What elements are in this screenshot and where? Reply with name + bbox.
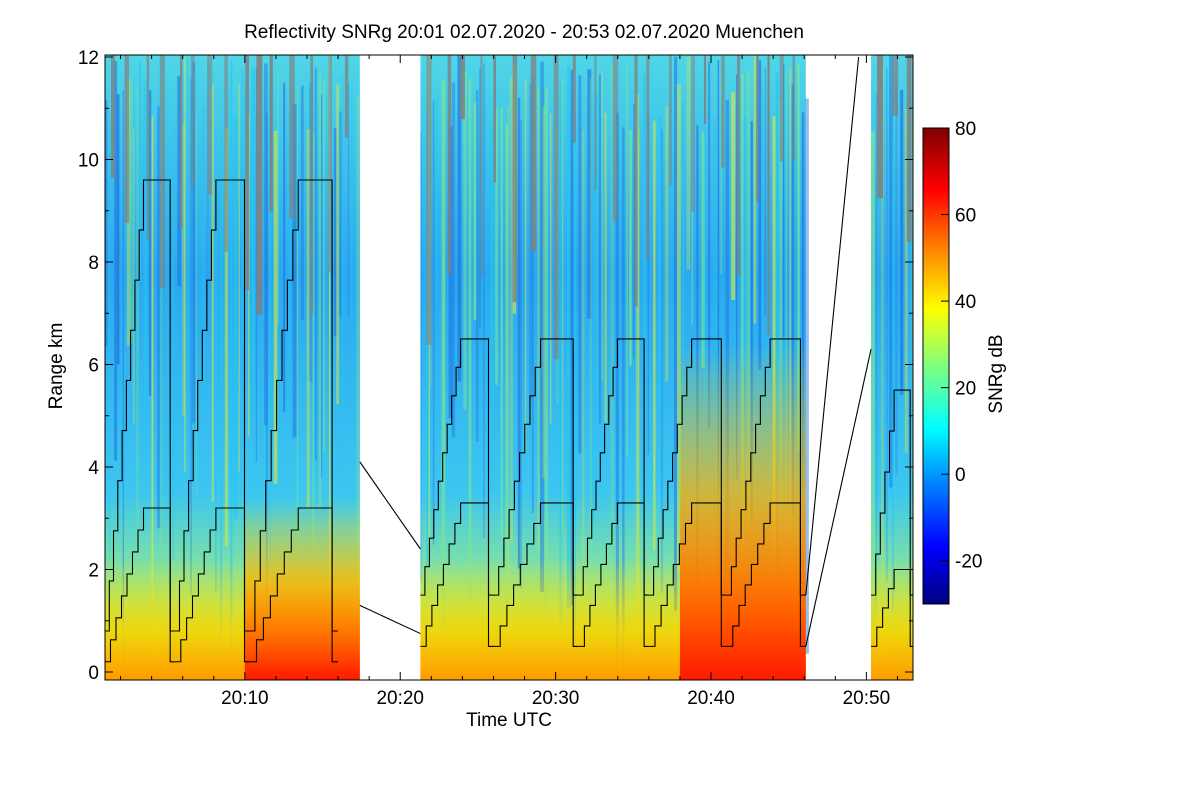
y-axis-label: Range km [46,323,67,410]
y-axis: 0 2 4 6 8 10 12 [78,48,913,684]
rain-core [679,344,806,680]
y-tick-label: 6 [88,356,99,377]
scan-line [726,338,806,596]
y-tick-label: 4 [88,458,99,479]
scan-line [420,502,494,647]
rain-core [244,502,360,680]
scan-line [493,338,579,596]
x-tick-label: 20:40 [687,688,735,709]
scan-line [420,338,494,596]
scan-line [174,507,250,663]
colorbar-tick-label: 40 [955,292,976,313]
data-segments [105,55,913,680]
scan-line [249,179,339,632]
colorbar-tick-label: 60 [955,206,976,227]
x-tick-label: 20:30 [532,688,580,709]
data-segment [871,55,913,680]
plot-frame [104,54,914,681]
scan-line [871,568,913,647]
x-tick-label: 20:50 [843,688,891,709]
gap-connector [805,56,860,596]
scan-line [578,338,649,596]
scan-line [105,179,175,632]
scan-line [871,389,913,596]
y-tick-label: 8 [88,253,99,274]
y-tick-label: 0 [88,663,99,684]
colorbar-label: SNRg dB [986,334,1007,413]
scan-line [174,179,250,632]
colorbar-tick-label: 0 [955,465,966,486]
scan-line [105,507,175,663]
scan-line [648,338,727,596]
colorbar-ticks: -20 0 20 40 60 80 [941,119,982,573]
data-segment [105,55,360,680]
plot-area [105,55,913,680]
y-tick-label: 10 [78,151,99,172]
colorbar-tick-label: -20 [955,552,982,573]
colorbar-tick-label: 20 [955,379,976,400]
scan-line [493,502,579,647]
y-tick-label: 2 [88,561,99,582]
scan-line [726,502,806,647]
colorbar: -20 0 20 40 60 80 SNRg dB [922,119,1007,605]
scan-line [249,507,339,663]
colorbar-tick-label: 80 [955,119,976,140]
x-tick-label: 20:20 [376,688,424,709]
x-axis-label: Time UTC [466,710,552,731]
gap-connector [359,461,421,550]
scan-overlay-lines [105,56,913,663]
gap-connector [359,604,421,635]
y-tick-label: 12 [78,48,99,69]
scan-line [578,502,649,647]
x-axis: 20:10 20:20 20:30 20:40 20:50 [120,55,898,709]
scan-line [648,502,727,647]
colorbar-scale [922,127,950,605]
gap-connector [805,349,872,647]
x-tick-label: 20:10 [221,688,269,709]
chart-title: Reflectivity SNRg 20:01 02.07.2020 - 20:… [244,22,804,43]
